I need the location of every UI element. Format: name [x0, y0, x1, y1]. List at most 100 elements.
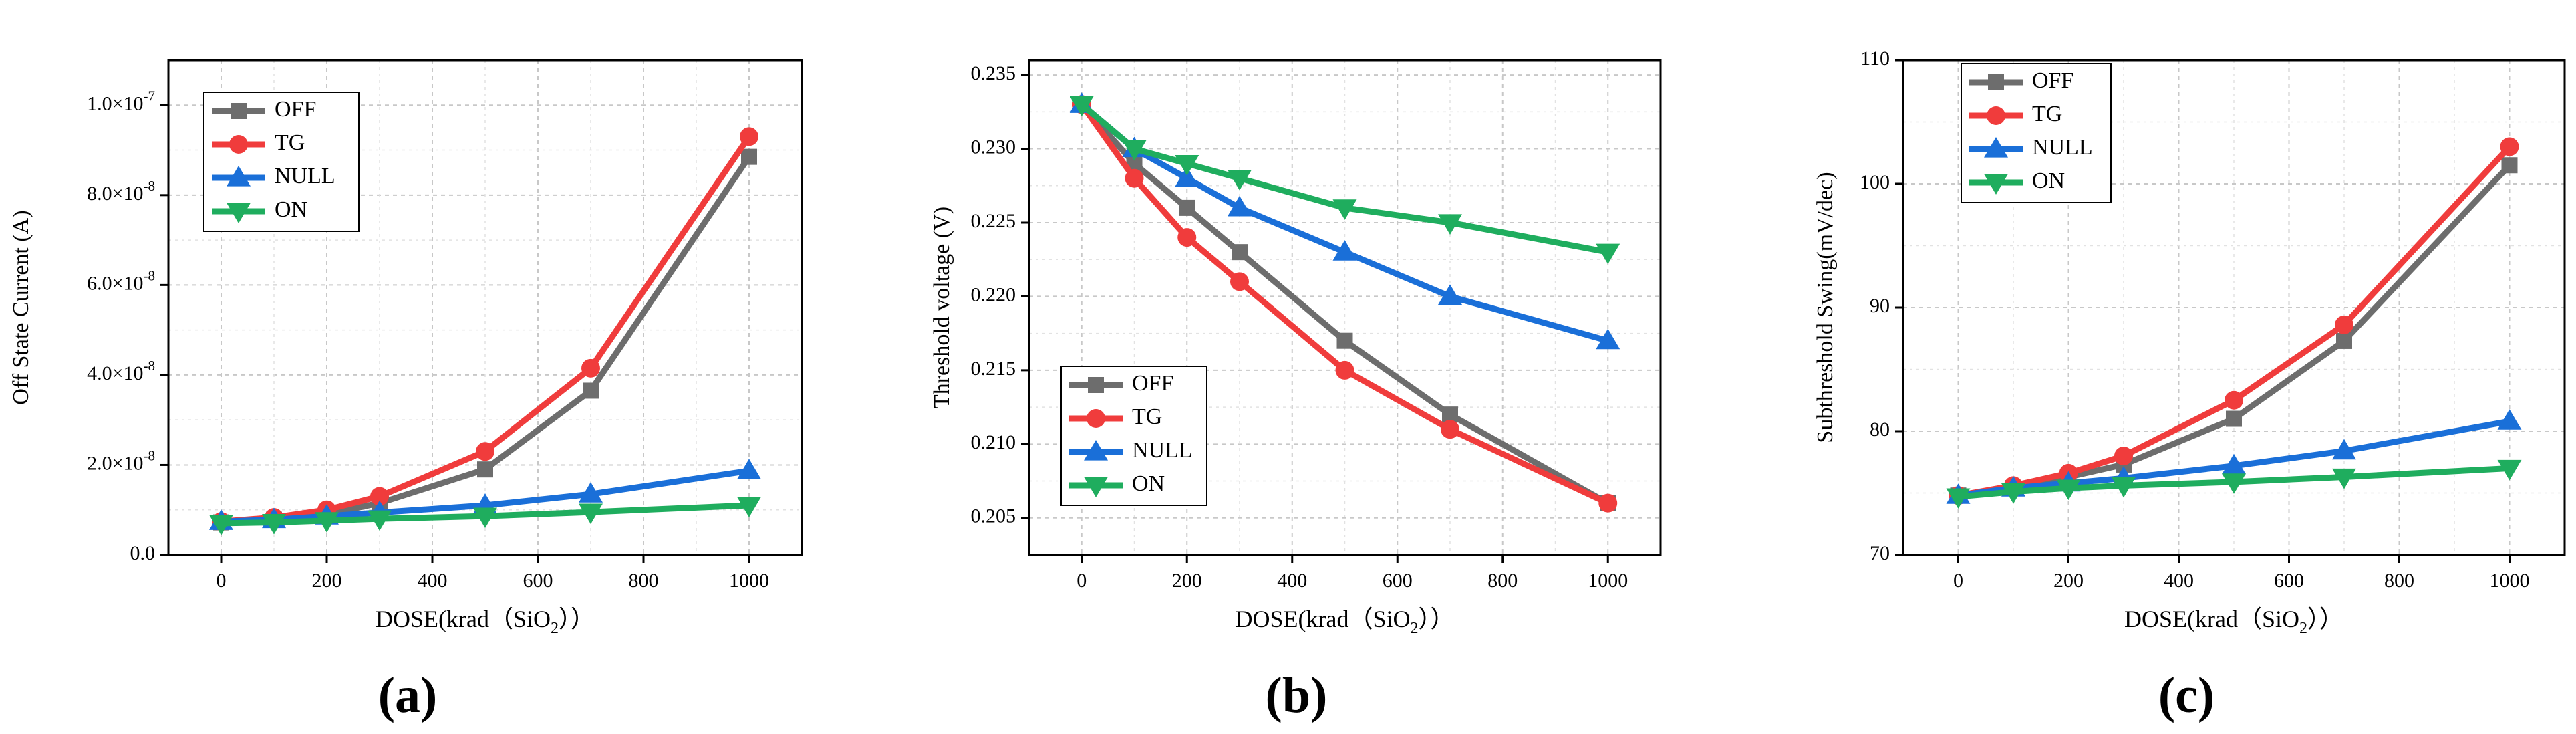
- legend-marker: [1084, 440, 1108, 461]
- legend-marker: [1987, 106, 2005, 125]
- y-tick-label: 8.0×10-8: [87, 178, 155, 205]
- data-point: [2225, 390, 2243, 410]
- chart-panel-c: 0 200 400 600 800 1000 70 80 90 100 110 DOSE(krad（S…: [1813, 47, 2566, 637]
- chart-panel-a: 0 200 400 600 800 1000 0.0 2.0×10-8 4.0×10-8 6.0×…: [9, 59, 803, 637]
- data-point: [1230, 272, 1249, 291]
- legend-marker: [227, 166, 251, 187]
- y-axis-label: Subthreshold Swing(mV/dec): [1813, 172, 1838, 443]
- data-point: [477, 461, 493, 478]
- data-point: [2332, 439, 2356, 460]
- y-tick-label: 2.0×10-8: [87, 447, 155, 474]
- legend-label: ON: [1132, 471, 1165, 496]
- data-point: [1332, 240, 1357, 261]
- data-point: [2112, 477, 2136, 498]
- data-point: [262, 513, 286, 535]
- data-point: [1596, 243, 1620, 265]
- y-tick-label: 1.0×10-7: [87, 88, 155, 114]
- x-tick-label: 200: [1172, 570, 1202, 592]
- y-tick-label: 90: [1870, 295, 1890, 317]
- y-tick-label: 6.0×10-8: [87, 267, 155, 294]
- plot-frame: [167, 59, 803, 556]
- data-point: [1179, 199, 1195, 216]
- legend: OFF TG NULL ON: [1961, 63, 2112, 203]
- data-point: [1332, 199, 1357, 220]
- y-tick-label: 110: [1860, 47, 1890, 70]
- x-tick-label: 600: [1383, 570, 1413, 592]
- legend-label: NULL: [2032, 135, 2093, 160]
- data-point: [2497, 409, 2522, 430]
- legend-label: ON: [275, 197, 307, 222]
- data-point: [2501, 157, 2518, 174]
- data-point: [1336, 332, 1353, 349]
- legend-label: NULL: [275, 164, 335, 189]
- x-tick-label: 1000: [1588, 570, 1628, 592]
- x-axis-label: DOSE(krad（SiO2））: [376, 606, 595, 637]
- panel-label-c: (c): [2158, 667, 2214, 723]
- data-point: [2222, 473, 2246, 494]
- chart-panel-b: 0 200 400 600 800 1000 0.205 0.210 0.215 0.220 0.2…: [929, 59, 1662, 637]
- data-point: [368, 510, 392, 531]
- data-point: [581, 358, 600, 378]
- legend-box: [203, 92, 360, 232]
- legend-label: ON: [2032, 168, 2065, 193]
- panel-label-b: (b): [1266, 667, 1328, 723]
- data-point: [1442, 406, 1458, 423]
- data-point: [2332, 468, 2356, 489]
- legend-label: TG: [275, 130, 305, 155]
- legend-label: OFF: [275, 97, 316, 122]
- data-point: [579, 503, 603, 525]
- x-tick-label: 600: [523, 570, 553, 592]
- data-point: [1177, 228, 1197, 247]
- legend-label: OFF: [2032, 68, 2073, 93]
- data-point: [579, 482, 603, 503]
- legend-marker: [1984, 137, 2008, 158]
- data-point: [1122, 140, 1147, 161]
- data-point: [737, 459, 761, 479]
- data-point: [2222, 453, 2246, 475]
- data-point: [2335, 315, 2353, 334]
- y-tick-label: 0.0: [130, 542, 156, 564]
- legend-marker: [1988, 74, 2004, 90]
- x-tick-label: 0: [1953, 570, 1963, 592]
- data-point: [2336, 332, 2352, 349]
- legend-label: NULL: [1132, 438, 1193, 463]
- legend-marker: [1084, 477, 1108, 497]
- data-point: [1335, 360, 1354, 380]
- data-point: [1598, 493, 1618, 513]
- data-point: [1946, 488, 1971, 509]
- data-point: [1596, 328, 1620, 350]
- data-point: [1438, 284, 1462, 305]
- data-point: [370, 487, 389, 506]
- data-point: [1069, 96, 1094, 117]
- legend-box: [1060, 366, 1207, 506]
- series-on: [1946, 459, 2522, 509]
- x-tick-label: 400: [1277, 570, 1307, 592]
- data-point: [1232, 244, 1248, 261]
- data-point: [315, 512, 339, 533]
- y-tick-label: 100: [1860, 171, 1890, 193]
- y-tick-label: 0.205: [971, 505, 1016, 527]
- legend-marker: [1984, 174, 2008, 195]
- y-tick-label: 80: [1870, 418, 1890, 441]
- x-tick-label: 1000: [729, 570, 769, 592]
- x-tick-label: 200: [2053, 570, 2084, 592]
- y-tick-label: 0.235: [971, 62, 1016, 84]
- y-tick-label: 0.230: [971, 136, 1016, 158]
- x-tick-label: 400: [2164, 570, 2194, 592]
- data-point: [1125, 168, 1144, 188]
- y-axis-label: Threshold voltage (V): [929, 207, 954, 408]
- legend: OFF TG NULL ON: [1060, 366, 1207, 506]
- data-point: [209, 515, 233, 535]
- legend-label: TG: [1132, 404, 1162, 429]
- data-point: [2497, 459, 2522, 481]
- data-point: [2001, 483, 2025, 504]
- legend-marker: [231, 103, 247, 119]
- y-tick-label: 0.210: [971, 431, 1016, 453]
- data-point: [473, 507, 497, 529]
- x-tick-label: 800: [629, 570, 659, 592]
- data-point: [740, 127, 758, 146]
- panel-label-a: (a): [378, 667, 438, 723]
- y-tick-label: 0.220: [971, 283, 1016, 305]
- x-tick-label: 800: [2384, 570, 2414, 592]
